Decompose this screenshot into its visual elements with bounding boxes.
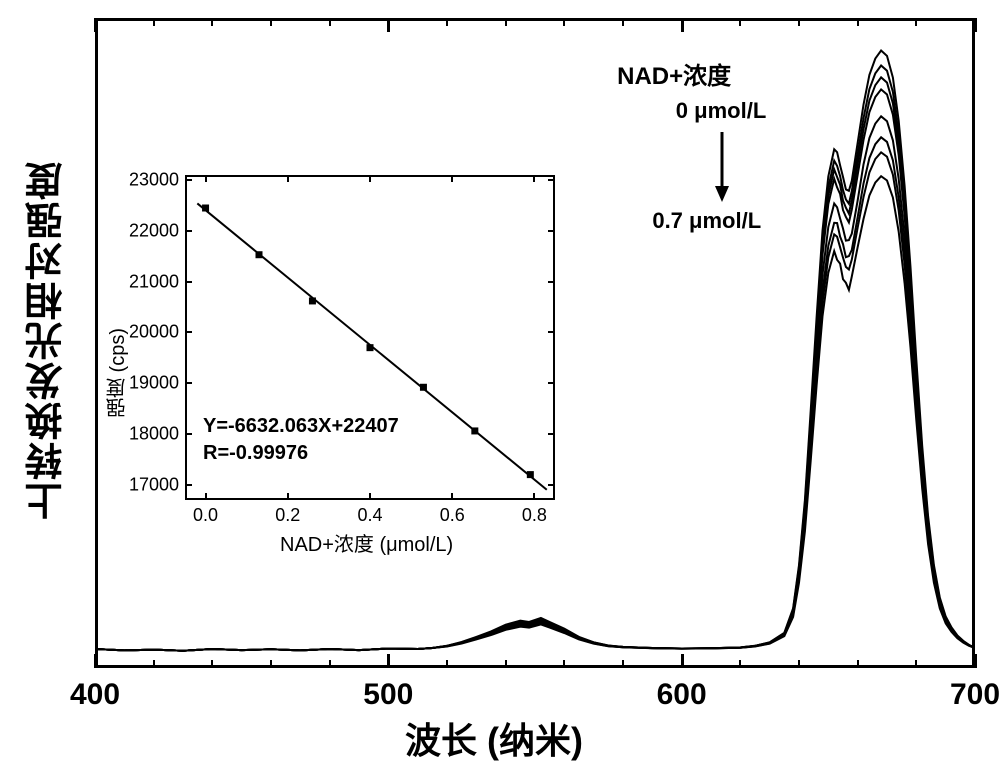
concentration-arrow-icon: [712, 130, 732, 205]
inset-y-tick-label: 21000: [127, 271, 179, 292]
main-x-axis-label: 波长 (纳米): [405, 712, 583, 764]
inset-x-tick-label: 0.0: [193, 505, 218, 526]
concentration-range-top: 0 μmol/L: [676, 98, 766, 124]
inset-x-axis-label: NAD+浓度 (μmol/L): [280, 528, 453, 557]
main-x-tick-label: 600: [657, 678, 707, 712]
inset-x-tick-label: 0.4: [357, 505, 382, 526]
inset-y-tick-label: 17000: [127, 474, 179, 495]
main-x-tick-label: 700: [950, 678, 1000, 712]
main-x-tick-label: 500: [363, 678, 413, 712]
inset-equation-text: Y=-6632.063X+22407: [203, 415, 399, 438]
inset-y-tick-label: 20000: [127, 322, 179, 343]
spectrum-figure: 上转换发光相对强度 NAD+浓度 0 μmol/L 0.7 μmol/L 400…: [0, 0, 1000, 762]
inset-x-tick-label: 0.8: [522, 505, 547, 526]
main-y-axis-label: 上转换发光相对强度: [20, 60, 75, 620]
concentration-range-bottom: 0.7 μmol/L: [652, 208, 761, 234]
concentration-label: NAD+浓度: [617, 56, 731, 91]
inset-y-tick-label: 23000: [127, 170, 179, 191]
inset-y-tick-label: 19000: [127, 373, 179, 394]
inset-y-tick-label: 18000: [127, 423, 179, 444]
inset-x-tick-label: 0.2: [275, 505, 300, 526]
inset-r-text: R=-0.99976: [203, 442, 308, 465]
main-x-tick-label: 400: [70, 678, 120, 712]
inset-y-axis-label: 强度 (cps): [103, 278, 132, 418]
inset-x-tick-label: 0.6: [440, 505, 465, 526]
inset-y-tick-label: 22000: [127, 220, 179, 241]
